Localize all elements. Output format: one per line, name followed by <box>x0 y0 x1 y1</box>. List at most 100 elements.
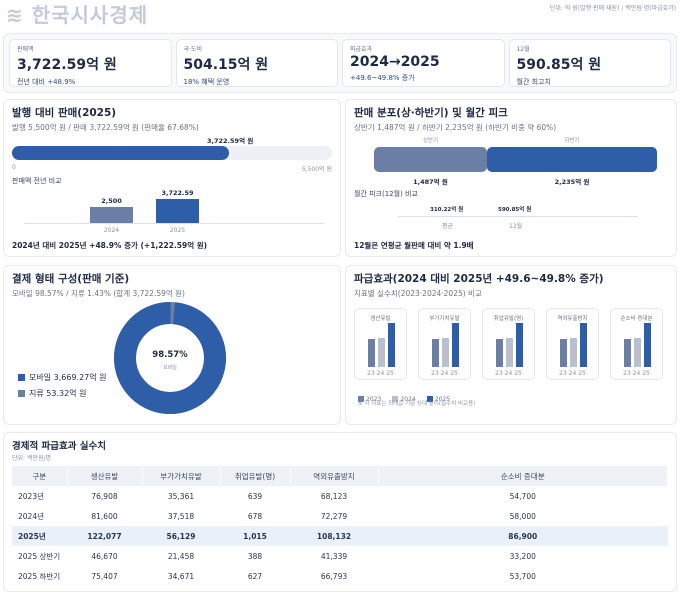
peak-tick-dec: 12월 <box>509 223 523 230</box>
kpi-card-december: 12월 590.85억 원 월간 최고치 <box>508 39 671 87</box>
donut-slice-mobile <box>114 302 226 414</box>
mini-bar-2025 <box>516 323 523 367</box>
half-second: 하반기 2,235억 원 <box>487 136 657 186</box>
mini-bar-2023 <box>560 339 567 367</box>
mini-chart-title: 순소비 증대분 <box>620 316 653 322</box>
unit-note: 단위: 억 원(발행·판매·재원) / 백만원·명(파급효과) <box>549 5 676 12</box>
x-tick-2024: 2024 <box>103 227 120 234</box>
mini-chart-card: 부가가치유발 23 24 25 <box>418 308 471 380</box>
mini-bar-2024 <box>634 338 641 367</box>
half-value: 1,487억 원 <box>413 178 448 186</box>
panel-subtitle: 발행 5,500억 원 / 판매 3,722.59억 원 (판매율 67.68%… <box>12 123 199 132</box>
mini-year-ticks: 23 24 25 <box>623 370 650 377</box>
mini-year-ticks: 23 24 25 <box>495 370 522 377</box>
kpi-sub: 18% 혜택 운영 <box>183 78 230 86</box>
donut-center-label: 모바일 <box>163 365 177 371</box>
table-cell: 627 <box>247 571 263 581</box>
column-header: 생산유발 <box>67 466 143 486</box>
bar-label-2024: 2,500 <box>101 197 122 205</box>
table-cell: 2024년 <box>18 511 44 521</box>
table-cell: 35,361 <box>167 491 195 501</box>
panel-footer: 2024년 대비 2025년 +48.9% 증가 (+1,222.59억 원) <box>12 241 208 250</box>
sales-progress-bar <box>12 146 332 160</box>
column-header: 순소비 증대분 <box>378 466 668 486</box>
sales-distribution-panel: 판매 분포(상·하반기) 및 월간 피크 상반기 1,487억 원 / 하반기 … <box>345 99 677 257</box>
mini-bar-2025 <box>644 323 651 367</box>
bar-2025 <box>156 199 199 223</box>
legend-2024: 2024 <box>392 396 416 403</box>
table-cell: 41,339 <box>320 551 348 561</box>
column-header: 취업유발(명) <box>220 466 291 486</box>
table-cell: 75,407 <box>91 571 118 581</box>
table-cell: 54,700 <box>509 491 536 501</box>
legend-text: 2025 <box>434 395 451 403</box>
sales-progress-fill <box>12 146 229 160</box>
table-cell: 1,015 <box>220 526 290 546</box>
table-cell: 678 <box>247 511 263 521</box>
mini-chart-title: 역외유출방지 <box>557 316 588 322</box>
panel-title: 발행 대비 판매(2025) <box>12 107 117 119</box>
half-first: 상반기 1,487억 원 <box>374 136 488 186</box>
table-cell: 33,200 <box>509 551 536 561</box>
mini-bar-2023 <box>432 339 439 367</box>
effect-table: 구분 생산유발 부가가치유발 취업유발(명) 역외유출방지 순소비 증대분 2023년 76… <box>12 466 668 586</box>
mini-bar-2023 <box>368 339 375 367</box>
half-value: 2,235억 원 <box>554 178 590 186</box>
table-row: 2024년 81,600 37,518 678 72,279 58,000 <box>12 506 668 526</box>
progress-max-label: 5,500억 원 <box>301 166 332 173</box>
table-cell: 46,670 <box>91 551 118 561</box>
halves-bar: 상반기 1,487억 원 하반기 2,235억 원 <box>374 136 657 186</box>
mini-chart-card: 생산유발 23 24 25 <box>354 308 407 380</box>
kpi-row: 판매액 3,722.59억 원 전년 대비 +48.9% 국·도비 504.15억 원… <box>3 33 677 93</box>
mini-bar-2024 <box>570 338 577 367</box>
table-row: 2025년 122,077 56,129 1,015 108,132 86,900 <box>12 526 668 546</box>
panel-title: 판매 분포(상·하반기) 및 월간 피크 <box>354 107 508 119</box>
kpi-label: 파급효과 <box>350 46 373 53</box>
table-cell: 56,129 <box>142 526 220 546</box>
table-cell: 81,600 <box>91 511 118 521</box>
mini-bar-2023 <box>624 339 631 367</box>
table-cell: 66,793 <box>320 571 348 581</box>
table-unit: 단위: 백만원/명 <box>12 455 52 462</box>
kpi-value: 504.15억 원 <box>183 57 269 73</box>
mini-chart-card: 취업유발(명) 23 24 25 <box>482 308 535 380</box>
mini-chart-card: 순소비 증대분 23 24 25 <box>610 308 663 380</box>
table-cell: 76,908 <box>91 491 118 501</box>
legend-text: 모바일 3,669.27억 원 <box>29 373 107 382</box>
panel-subtitle: 상반기 1,487억 원 / 하반기 2,235억 원 (하반기 비중 약 60… <box>354 123 557 132</box>
peak-label-dec: 590.85억 원 <box>498 207 532 213</box>
panel-footer: 12월은 연평균 월판매 대비 약 1.9배 <box>354 241 474 250</box>
peak-chart: 310.22억 원 590.85억 원 <box>398 203 638 217</box>
panel-title: 결제 형태 구성(판매 기준) <box>12 273 130 285</box>
kpi-value: 3,722.59억 원 <box>17 57 117 73</box>
table-cell: 53,700 <box>509 571 536 581</box>
table-cell: 108,132 <box>290 526 378 546</box>
table-cell: 639 <box>247 491 263 501</box>
watermark-logo: ≋ 한국시사경제 <box>6 3 149 27</box>
effect-table-panel: 경제적 파급효과 실수치 단위: 백만원/명 구분 생산유발 부가가치유발 취업유발(… <box>3 432 677 592</box>
kpi-card-sales: 판매액 3,722.59억 원 전년 대비 +48.9% <box>9 39 172 87</box>
payment-donut-chart <box>114 302 226 414</box>
mini-year-ticks: 23 24 25 <box>559 370 586 377</box>
peak-label-avg: 310.22억 원 <box>430 207 464 213</box>
kpi-label: 판매액 <box>17 46 34 53</box>
legend-mobile: 모바일 3,669.27억 원 <box>18 372 107 383</box>
issue-vs-sales-panel: 발행 대비 판매(2025) 발행 5,500억 원 / 판매 3,722.59… <box>3 99 341 257</box>
mini-bar-2025 <box>580 323 587 367</box>
peak-title: 월간 피크(12월) 비교 <box>354 190 418 198</box>
panel-title: 파급효과(2024 대비 2025년 +49.6~49.8% 증가) <box>354 273 604 285</box>
table-row: 2023년 76,908 35,361 639 68,123 54,700 <box>12 486 668 506</box>
half-name: 하반기 <box>564 138 580 144</box>
half-second-fill <box>487 147 657 172</box>
table-row: 2025 상반기 46,670 21,458 388 41,339 33,200 <box>12 546 668 566</box>
table-cell: 37,518 <box>167 511 195 521</box>
legend-text: 2023 <box>366 395 382 403</box>
table-cell: 2025 상반기 <box>18 551 61 561</box>
mini-bar-2024 <box>442 338 449 367</box>
kpi-value: 2024→2025 <box>350 54 440 70</box>
legend-2023: 2023 <box>358 396 381 403</box>
x-tick-2025: 2025 <box>169 227 186 234</box>
kpi-sub: 월간 최고치 <box>516 78 551 86</box>
mini-bar-2025 <box>388 323 395 367</box>
watermark-text: 한국시사경제 <box>31 3 149 27</box>
